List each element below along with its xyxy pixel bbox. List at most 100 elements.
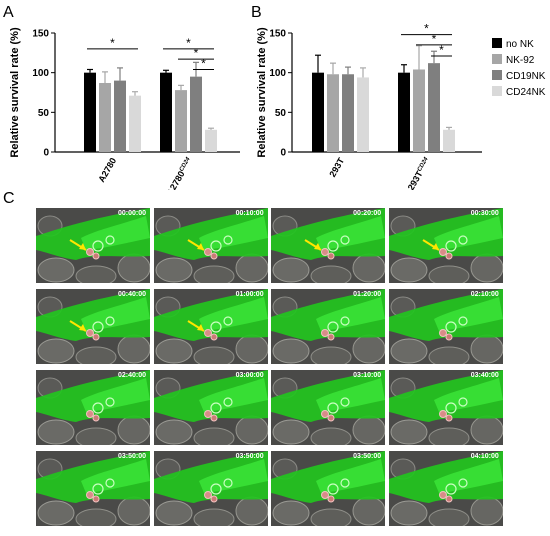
micrograph-image xyxy=(271,451,386,526)
timelapse-frame: 00:10:00 xyxy=(153,208,268,283)
chart-a: 0 50 100 150 Relative survival rate (%) A2780… xyxy=(9,27,240,190)
legend-swatch xyxy=(492,70,502,80)
micrograph-image xyxy=(271,370,386,445)
timestamp-label: 01:00:00 xyxy=(235,291,264,298)
timelapse-grid: 00:00:00 00:10:00 00:20:00 00:30:00 00:40:00… xyxy=(36,208,543,526)
legend-swatch xyxy=(492,86,502,96)
micrograph-image xyxy=(36,370,150,445)
micrograph-image xyxy=(388,370,503,445)
timestamp-label: 00:30:00 xyxy=(470,210,499,217)
significance-star: * xyxy=(432,32,437,46)
bar xyxy=(114,80,126,152)
arrow-icon xyxy=(187,239,205,251)
timestamp-label: 03:50:00 xyxy=(117,453,146,460)
timelapse-frame: 00:20:00 xyxy=(271,208,386,283)
micrograph-image xyxy=(153,208,268,283)
legend-label: CD19NK xyxy=(506,71,546,82)
timestamp-label: 00:40:00 xyxy=(117,291,146,298)
timelapse-frame: 03:50:00 xyxy=(36,451,150,526)
legend-label: no NK xyxy=(506,39,534,50)
legend: no NK NK-92 CD19NK CD24NK xyxy=(492,38,546,98)
significance-star: * xyxy=(439,43,444,57)
y-axis-label: Relative survival rate (%) xyxy=(9,27,21,158)
bar xyxy=(99,82,111,152)
bar xyxy=(160,72,172,152)
timestamp-label: 03:50:00 xyxy=(235,453,264,460)
y-tick-label: 50 xyxy=(38,108,50,119)
y-tick-label: 100 xyxy=(269,68,286,79)
micrograph-image xyxy=(153,451,268,526)
bar xyxy=(129,95,141,152)
bar xyxy=(190,76,202,152)
micrograph-image xyxy=(153,289,268,364)
panel-label-b: B xyxy=(251,4,262,21)
x-tick-label: A2780CD24 xyxy=(165,155,195,190)
micrograph-image xyxy=(271,208,386,283)
y-tick-label: 50 xyxy=(275,108,287,119)
timestamp-label: 04:10:00 xyxy=(470,453,499,460)
x-tick-label: 293TCD24 xyxy=(406,155,433,190)
bar xyxy=(413,69,425,152)
legend-label: CD24NK xyxy=(506,87,546,98)
significance-star: * xyxy=(201,56,206,70)
micrograph-image xyxy=(271,289,386,364)
legend-swatch xyxy=(492,38,502,48)
y-axis-label: Relative survival rate (%) xyxy=(256,27,268,158)
timestamp-label: 03:40:00 xyxy=(470,372,499,379)
micrograph-image xyxy=(36,208,150,283)
timestamp-label: 02:10:00 xyxy=(470,291,499,298)
timelapse-frame: 02:10:00 xyxy=(388,289,503,364)
timelapse-frame: 03:00:00 xyxy=(153,370,268,445)
timelapse-frame: 00:40:00 xyxy=(36,289,150,364)
timelapse-frame: 03:50:00 xyxy=(271,451,386,526)
micrograph-image xyxy=(36,451,150,526)
timestamp-label: 03:10:00 xyxy=(353,372,382,379)
timelapse-frame: 03:40:00 xyxy=(388,370,503,445)
bar xyxy=(84,72,96,152)
x-tick-label: A2780 xyxy=(96,156,118,184)
y-tick-label: 0 xyxy=(43,148,49,159)
timelapse-frame: 01:00:00 xyxy=(153,289,268,364)
micrograph-image xyxy=(36,289,150,364)
micrograph-image xyxy=(153,370,268,445)
arrow-icon xyxy=(187,320,205,332)
timelapse-frame: 02:40:00 xyxy=(36,370,150,445)
legend-label: NK-92 xyxy=(506,55,535,66)
micrograph-image xyxy=(388,208,503,283)
timelapse-frame: 03:10:00 xyxy=(271,370,386,445)
timelapse-frame: 04:10:00 xyxy=(388,451,503,526)
panel-label-c: C xyxy=(3,190,15,207)
timestamp-label: 02:40:00 xyxy=(117,372,146,379)
significance-star: * xyxy=(424,22,429,36)
bar xyxy=(428,63,440,152)
bar xyxy=(312,72,324,152)
timestamp-label: 00:10:00 xyxy=(235,210,264,217)
arrow-icon xyxy=(422,239,440,251)
bar xyxy=(175,90,187,152)
timestamp-label: 01:20:00 xyxy=(353,291,382,298)
arrow-icon xyxy=(69,320,87,332)
timelapse-frame: 03:50:00 xyxy=(153,451,268,526)
timelapse-frame: 01:20:00 xyxy=(271,289,386,364)
timestamp-label: 00:20:00 xyxy=(353,210,382,217)
bar xyxy=(443,129,455,152)
timestamp-label: 03:50:00 xyxy=(353,453,382,460)
significance-star: * xyxy=(186,36,191,50)
timestamp-label: 03:00:00 xyxy=(235,372,264,379)
y-tick-label: 0 xyxy=(280,148,286,159)
timestamp-label: 00:00:00 xyxy=(117,210,146,217)
significance-star: * xyxy=(110,36,115,50)
micrograph-image xyxy=(388,451,503,526)
y-tick-label: 100 xyxy=(32,68,49,79)
bar xyxy=(205,129,217,152)
bar xyxy=(398,72,410,152)
bar xyxy=(342,74,354,152)
arrow-icon xyxy=(69,239,87,251)
y-tick-label: 150 xyxy=(269,29,286,40)
panel-label-a: A xyxy=(3,4,14,21)
bar xyxy=(357,77,369,152)
y-tick-label: 150 xyxy=(32,29,49,40)
x-tick-label: 293T xyxy=(327,156,346,179)
timelapse-frame: 00:30:00 xyxy=(388,208,503,283)
